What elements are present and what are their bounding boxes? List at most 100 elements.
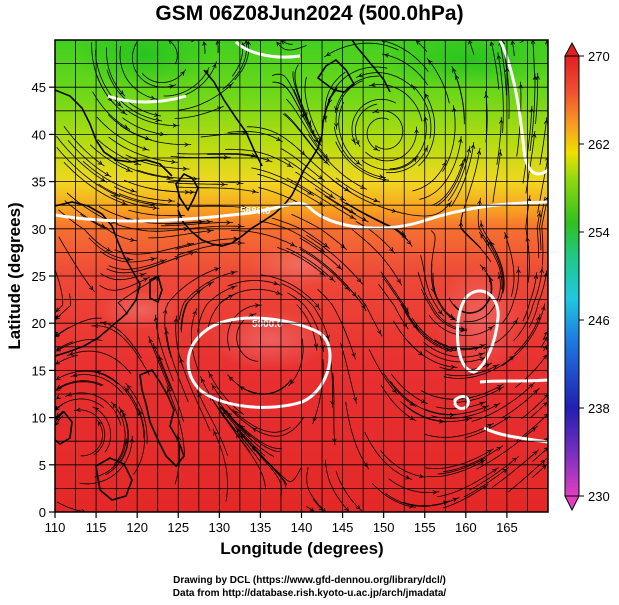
streamline-arrow — [93, 323, 98, 329]
streamline-arrow — [414, 128, 419, 134]
streamline-arrow — [486, 449, 492, 454]
contour-north-east — [498, 40, 548, 176]
streamline-arrow — [265, 157, 271, 162]
streamline — [380, 384, 417, 422]
streamline-arrow — [351, 138, 356, 143]
streamline-arrow — [325, 334, 330, 340]
contour-label-5880: 5880.0 — [240, 206, 271, 217]
streamline-arrow — [413, 324, 418, 329]
streamline-arrow — [228, 376, 234, 381]
streamline-arrow — [536, 212, 542, 218]
streamline — [227, 374, 292, 395]
streamline-arrow — [496, 54, 502, 60]
streamline — [542, 331, 548, 340]
streamline-arrow — [55, 375, 61, 380]
streamline-arrow — [192, 310, 197, 316]
streamline — [381, 40, 429, 72]
streamline — [424, 405, 490, 415]
credit-data: Data from http://database.rish.kyoto-u.a… — [172, 588, 447, 599]
streamline — [115, 223, 191, 232]
streamline-arrow — [542, 402, 548, 407]
streamline — [354, 103, 377, 147]
streamline-arrow — [406, 240, 412, 245]
streamline — [463, 272, 501, 323]
streamline — [451, 65, 465, 125]
streamline — [113, 186, 175, 202]
streamline-arrow — [55, 315, 61, 320]
streamline — [478, 231, 503, 290]
streamline-arrow — [196, 290, 201, 295]
streamline-arrow — [401, 233, 407, 239]
streamline-arrow — [172, 123, 178, 128]
streamline — [119, 125, 192, 145]
x-tick-label: 155 — [414, 520, 436, 535]
streamline-arrow — [226, 220, 231, 225]
streamline-arrow — [251, 189, 257, 194]
streamline-arrow — [409, 503, 414, 509]
streamline-arrow — [405, 475, 411, 480]
streamline-arrow — [539, 268, 544, 274]
streamline-arrow — [182, 166, 188, 172]
streamline-arrow — [126, 256, 132, 262]
streamline-arrow — [237, 240, 243, 246]
streamline — [94, 370, 140, 416]
streamline-arrow — [104, 171, 110, 176]
streamline — [167, 181, 228, 186]
y-tick-label: 30 — [32, 222, 46, 237]
streamline — [281, 40, 293, 45]
streamline — [515, 354, 547, 388]
y-tick-label: 45 — [32, 80, 46, 95]
streamline-arrow — [98, 421, 103, 426]
streamline — [168, 40, 178, 65]
streamline — [197, 285, 238, 333]
streamline — [141, 69, 187, 83]
streamline — [66, 350, 132, 374]
streamline — [296, 304, 318, 351]
streamline — [426, 57, 450, 104]
streamline — [532, 40, 535, 80]
streamline-arrow — [479, 344, 485, 349]
streamline-arrow — [220, 182, 226, 187]
streamline — [179, 271, 238, 320]
streamline-arrow — [449, 412, 455, 418]
streamline — [382, 372, 417, 408]
streamline-arrow — [479, 357, 485, 362]
streamline-arrow — [213, 430, 218, 436]
streamline — [423, 341, 486, 358]
streamline — [356, 72, 415, 89]
streamline-arrow — [445, 347, 450, 352]
streamline — [419, 136, 462, 200]
streamline — [55, 317, 102, 338]
streamline — [444, 363, 500, 377]
streamline — [529, 73, 536, 152]
streamline-arrow — [286, 162, 292, 167]
streamline — [400, 304, 452, 352]
streamline-arrow — [290, 379, 295, 385]
colorbar-ticks: 270 262 254 246 238 230 — [579, 49, 610, 504]
streamline — [178, 82, 234, 111]
streamline — [305, 505, 314, 512]
streamline — [238, 423, 283, 450]
streamline-arrow — [206, 228, 212, 234]
x-axis: 110 115 120 125 130 135 140 145 150 155 160 165 — [45, 512, 518, 535]
streamline — [92, 406, 112, 453]
streamline — [506, 65, 510, 120]
streamline — [250, 416, 305, 437]
streamline — [420, 390, 474, 400]
x-tick-label: 115 — [86, 520, 107, 535]
streamline-arrow — [309, 507, 315, 512]
streamline-arrow — [349, 214, 355, 219]
streamline-arrow — [329, 276, 334, 281]
streamline — [212, 428, 228, 502]
streamline — [55, 293, 72, 320]
streamline-arrow — [373, 146, 379, 151]
streamline-arrow — [207, 282, 213, 287]
streamline — [540, 337, 548, 348]
streamline-arrow — [167, 388, 172, 393]
streamline-arrow — [432, 490, 438, 495]
streamline — [190, 308, 200, 373]
streamline-arrow — [418, 473, 424, 479]
streamline-arrow — [171, 159, 176, 164]
streamline — [200, 376, 236, 433]
